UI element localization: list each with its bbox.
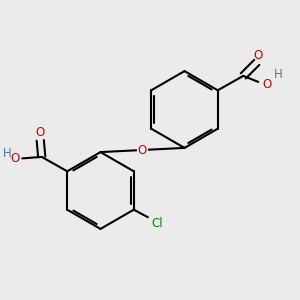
Text: H: H: [274, 68, 283, 81]
Text: H: H: [3, 147, 11, 161]
Text: Cl: Cl: [151, 217, 163, 230]
Text: O: O: [138, 143, 147, 157]
Text: O: O: [254, 49, 263, 62]
Text: O: O: [10, 152, 20, 165]
Text: O: O: [262, 78, 272, 91]
Text: O: O: [36, 126, 45, 139]
